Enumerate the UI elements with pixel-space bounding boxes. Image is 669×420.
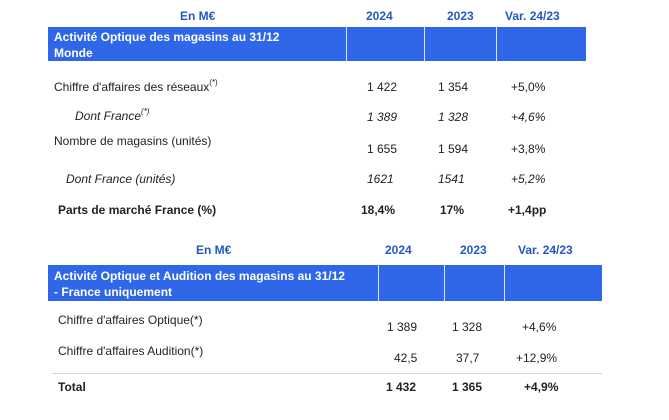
total-separator [52, 373, 602, 374]
header-var: Var. 24/23 [505, 9, 560, 23]
row-label: Chiffre d'affaires Audition(*) [58, 344, 204, 358]
cell-2024: 1 389 [367, 110, 398, 124]
row-label: Chiffre d'affaires Optique(*) [58, 313, 203, 327]
cell-2024: 1 389 [387, 320, 418, 334]
header-2024: 2024 [366, 9, 393, 23]
cell-var: +4,9% [524, 380, 559, 394]
section-title-line2: - France uniquement [54, 285, 173, 299]
cell-2023: 1 365 [452, 380, 483, 394]
row-label: Dont France (unités) [66, 172, 176, 186]
section-title-band: Activité Optique des magasins au 31/12 M… [48, 27, 586, 61]
cell-2024: 1 432 [386, 380, 417, 394]
cell-2023: 1 328 [452, 320, 483, 334]
row-label: Parts de marché France (%) [58, 203, 217, 217]
cell-2023: 1 594 [438, 142, 469, 156]
cell-var: +3,8% [511, 142, 546, 156]
header-unit-label: En M€ [180, 9, 216, 23]
cell-var: +4,6% [522, 320, 557, 334]
cell-2024: 42,5 [394, 351, 418, 365]
cell-2024: 1 655 [367, 142, 398, 156]
row-label: Dont France(*) [75, 107, 150, 123]
cell-2023: 37,7 [456, 351, 480, 365]
header-2023: 2023 [447, 9, 474, 23]
cell-var: +5,2% [511, 172, 546, 186]
row-label: Chiffre d'affaires des réseaux(*) [54, 78, 218, 94]
cell-var: +1,4pp [508, 203, 547, 217]
section-title-band: Activité Optique et Audition des magasin… [48, 265, 602, 301]
cell-var: +5,0% [511, 80, 546, 94]
section-title-line1: Activité Optique et Audition des magasin… [54, 269, 345, 283]
row-label: Total [58, 380, 86, 394]
cell-2024: 18,4% [361, 203, 396, 217]
cell-2023: 1541 [438, 172, 465, 186]
cell-2023: 1 354 [438, 80, 469, 94]
header-unit-label: En M€ [196, 243, 232, 257]
header-2023: 2023 [460, 243, 487, 257]
cell-var: +4,6% [511, 110, 546, 124]
section-title-line1: Activité Optique des magasins au 31/12 [54, 30, 280, 44]
header-2024: 2024 [385, 243, 412, 257]
cell-2023: 17% [440, 203, 465, 217]
row-label: Nombre de magasins (unités) [54, 134, 212, 148]
cell-2024: 1 422 [367, 80, 398, 94]
header-var: Var. 24/23 [518, 243, 573, 257]
cell-var: +12,9% [516, 351, 558, 365]
cell-2023: 1 328 [438, 110, 469, 124]
section-title-line2: Monde [54, 46, 93, 60]
cell-2024: 1621 [367, 172, 394, 186]
